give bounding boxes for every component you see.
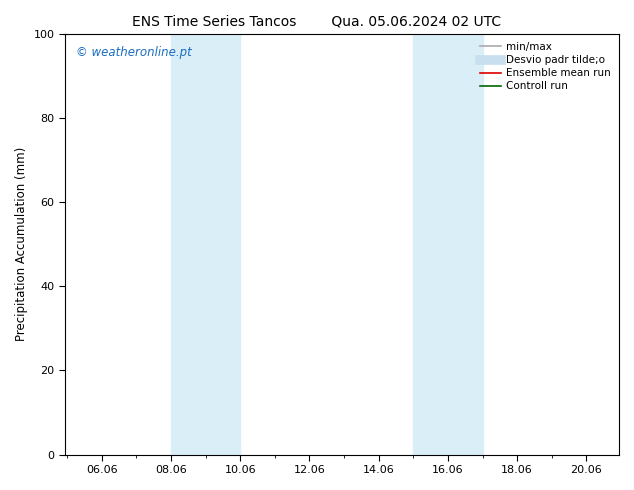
- Y-axis label: Precipitation Accumulation (mm): Precipitation Accumulation (mm): [15, 147, 28, 341]
- Text: © weatheronline.pt: © weatheronline.pt: [76, 47, 192, 59]
- Text: ENS Time Series Tancos        Qua. 05.06.2024 02 UTC: ENS Time Series Tancos Qua. 05.06.2024 0…: [133, 15, 501, 29]
- Legend: min/max, Desvio padr tilde;o, Ensemble mean run, Controll run: min/max, Desvio padr tilde;o, Ensemble m…: [477, 39, 614, 95]
- Bar: [171, 34, 240, 455]
- Bar: [413, 34, 482, 455]
